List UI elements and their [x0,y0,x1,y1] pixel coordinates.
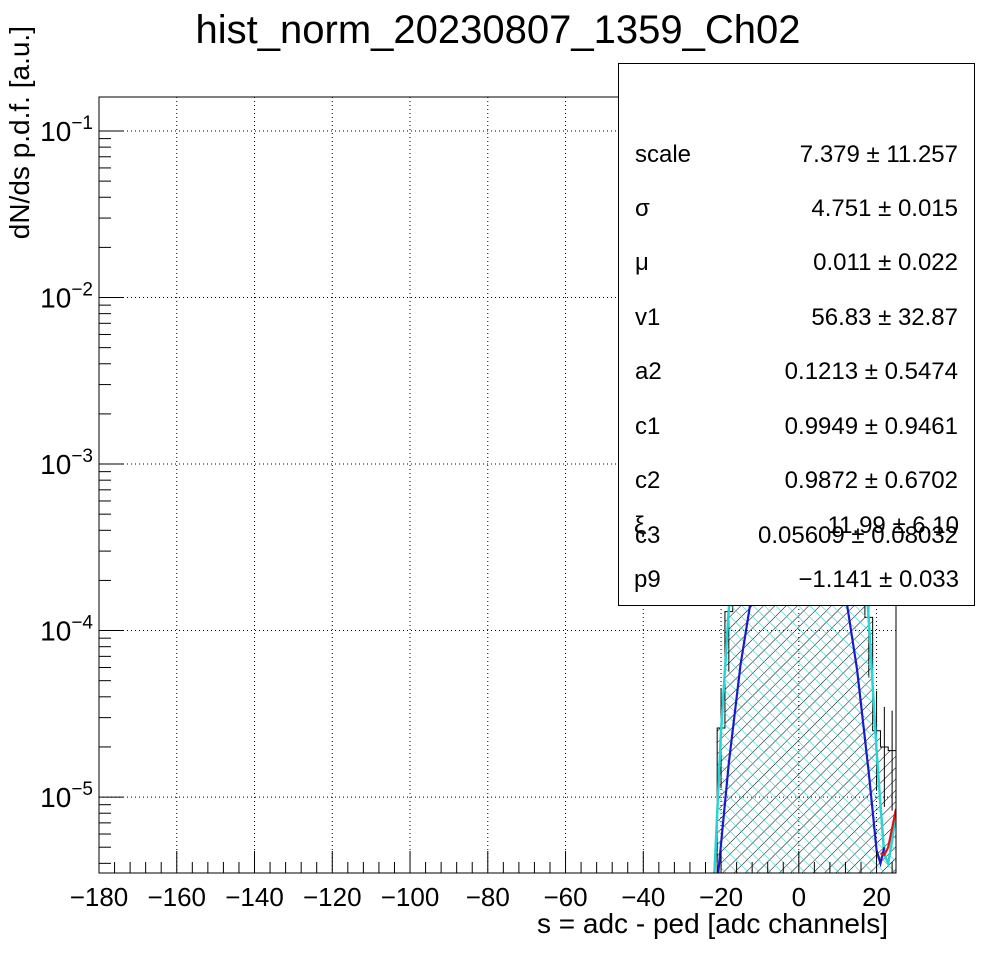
x-axis-label: s = adc - ped [adc channels] [537,908,888,939]
stat-row-c3: c3 0.05609 ± 0.08032 [635,522,958,552]
stat-name: c2 [635,467,661,494]
stat-row-mu: μ 0.011 ± 0.022 [635,249,958,279]
stat-name: μ [635,249,649,276]
stat-value: 0.9949 ± 0.9461 [784,413,958,440]
stat-row-a2: a2 0.1213 ± 0.5474 [635,358,958,388]
stat-name: v1 [635,304,661,331]
stat-value: 56.83 ± 32.87 [811,304,958,331]
stat-name: c3 [635,522,661,549]
x-tick-label: −160 [147,882,206,912]
x-tick-label: −80 [466,882,510,912]
stat-name: c1 [635,413,661,440]
stat-value: 11.99 ± 6.10 [827,512,960,539]
y-tick-label: 10−3 [40,446,93,480]
x-tick-label: −40 [621,882,665,912]
fit-curve-red [880,808,896,857]
stat-row-v1: v1 56.83 ± 32.87 [635,304,958,334]
stat-name: a2 [635,358,662,385]
y-axis-label: dN/ds p.d.f. [a.u.] [4,26,35,240]
x-tick-label: 20 [862,882,891,912]
y-tick-label: 10−2 [40,280,93,314]
stat-row-scale: scale 7.379 ± 11.257 [635,141,958,171]
stat-name: ξ [634,512,645,539]
stat-row-c2: c2 0.9872 ± 0.6702 [635,467,958,497]
stat-value: 0.011 ± 0.022 [813,249,958,276]
y-tick-label: 10−1 [40,113,93,147]
y-tick-label: 10−4 [40,613,93,647]
stat-value: 7.379 ± 11.257 [799,141,958,168]
x-tick-label: −60 [543,882,587,912]
stats-box: scale 7.379 ± 11.257 σ 4.751 ± 0.015 μ 0… [618,63,975,606]
axes: −180 −160 −140 −120 −100 −80 −60 −40 −20 0 20 10−5 1… [40,113,893,912]
stat-value: −1.141 ± 0.033 [798,566,959,593]
x-tick-label: −100 [381,882,440,912]
stat-name: σ [635,195,650,222]
stat-name: p9 [634,566,661,593]
stat-value: 4.751 ± 0.015 [811,195,958,222]
y-tick-label: 10−5 [40,779,93,813]
stat-row-sigma: σ 4.751 ± 0.015 [635,195,958,225]
stat-row-c1: c1 0.9949 ± 0.9461 [635,413,958,443]
stat-value: 0.1213 ± 0.5474 [784,358,958,385]
x-tick-label: −140 [225,882,284,912]
x-tick-label: −120 [303,882,362,912]
x-tick-label: −20 [699,882,743,912]
chart-title: hist_norm_20230807_1359_Ch02 [195,8,801,52]
stat-row-xi: ξ 11.99 ± 6.10 [634,512,959,542]
stat-row-p9: p9 −1.141 ± 0.033 [634,566,959,596]
stat-value: 0.05609 ± 0.08032 [757,522,958,549]
stat-value: 0.9872 ± 0.6702 [784,467,958,494]
stat-name: scale [635,141,692,168]
x-tick-label: −180 [70,882,129,912]
x-tick-label: 0 [792,882,806,912]
